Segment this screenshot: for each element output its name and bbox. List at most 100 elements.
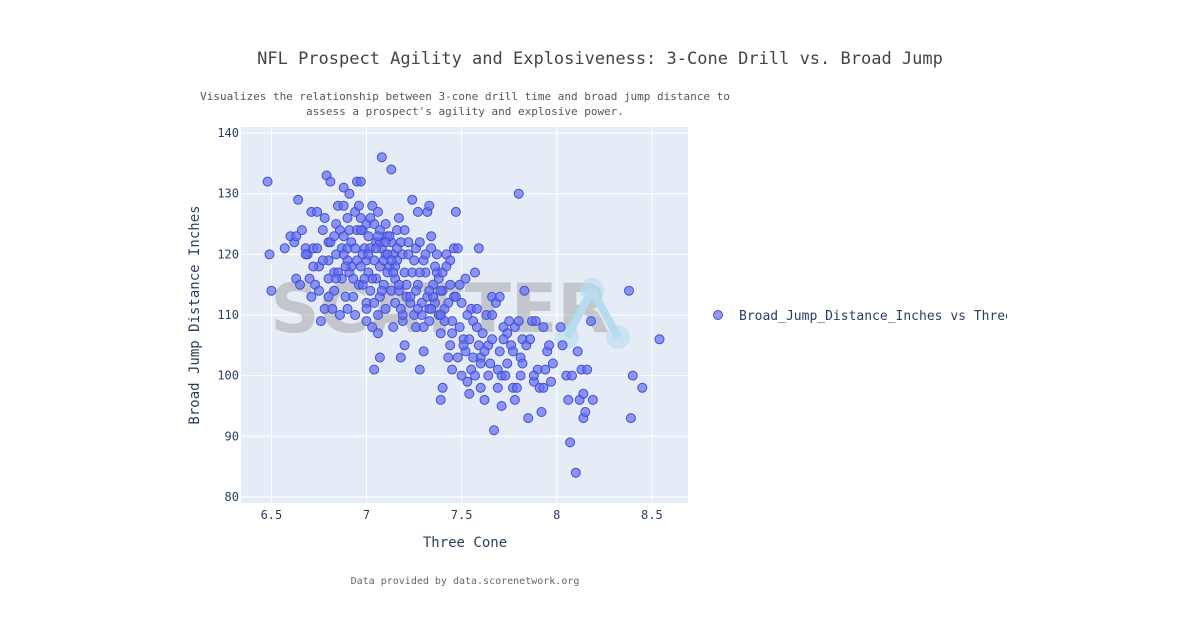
scatter-point[interactable] (323, 291, 334, 302)
scatter-point[interactable] (369, 297, 380, 308)
scatter-point[interactable] (312, 206, 323, 217)
scatter-point[interactable] (538, 322, 549, 333)
scatter-point[interactable] (435, 328, 446, 339)
scatter-point[interactable] (317, 255, 328, 266)
scatter-point[interactable] (392, 243, 402, 254)
scatter-point[interactable] (479, 346, 490, 357)
scatter-point[interactable] (412, 206, 423, 217)
scatter-point[interactable] (414, 267, 425, 278)
scatter-point[interactable] (363, 231, 374, 242)
scatter-point[interactable] (414, 237, 425, 248)
scatter-point[interactable] (460, 273, 471, 284)
scatter-point[interactable] (342, 213, 353, 223)
scatter-point[interactable] (580, 407, 591, 417)
scatter-point[interactable] (487, 310, 498, 320)
scatter-point[interactable] (361, 316, 372, 327)
scatter-point[interactable] (300, 249, 311, 260)
scatter-point[interactable] (319, 213, 330, 223)
scatter-point[interactable] (450, 291, 461, 302)
scatter-point[interactable] (447, 328, 458, 339)
scatter-point[interactable] (492, 382, 503, 393)
scatter-point[interactable] (447, 364, 458, 375)
legend[interactable]: Broad_Jump_Distance_Inches vs Three Cone (713, 309, 1053, 324)
scatter-point[interactable] (329, 285, 340, 296)
scatter-point[interactable] (431, 249, 442, 260)
scatter-point[interactable] (367, 200, 378, 211)
scatter-point[interactable] (464, 388, 475, 399)
scatter-point[interactable] (304, 273, 315, 284)
scatter-point[interactable] (443, 297, 454, 308)
scatter-point[interactable] (365, 285, 376, 296)
scatter-point[interactable] (513, 188, 524, 199)
scatter-point[interactable] (509, 394, 520, 405)
scatter-point[interactable] (371, 243, 382, 254)
scatter-point[interactable] (296, 225, 307, 236)
scatter-point[interactable] (515, 370, 526, 381)
scatter-point[interactable] (494, 346, 505, 357)
scatter-point[interactable] (348, 291, 359, 302)
scatter-point[interactable] (291, 231, 302, 242)
scatter-point[interactable] (627, 370, 638, 381)
scatter-point[interactable] (546, 376, 556, 387)
scatter-point[interactable] (315, 316, 326, 327)
scatter-point[interactable] (418, 322, 429, 333)
scatter-point[interactable] (314, 285, 324, 296)
scatter-point[interactable] (418, 346, 429, 357)
scatter-point[interactable] (373, 328, 383, 339)
scatter-point[interactable] (502, 358, 513, 369)
scatter-point[interactable] (361, 303, 372, 314)
scatter-point[interactable] (468, 352, 479, 363)
scatter-point[interactable] (373, 310, 383, 320)
scatter-point[interactable] (342, 303, 353, 314)
scatter-point[interactable] (262, 176, 273, 187)
scatter-point[interactable] (393, 213, 404, 223)
scatter-point[interactable] (390, 297, 401, 308)
scatter-point[interactable] (511, 382, 522, 393)
scatter-point[interactable] (477, 328, 488, 339)
scatter-point[interactable] (443, 352, 454, 363)
scatter-point[interactable] (359, 273, 370, 284)
scatter-point[interactable] (399, 225, 410, 236)
scatter-point[interactable] (312, 243, 323, 254)
scatter-point[interactable] (317, 225, 328, 236)
scatter-point[interactable] (350, 243, 361, 254)
scatter-point[interactable] (403, 249, 414, 260)
scatter-point[interactable] (473, 243, 484, 254)
scatter-point[interactable] (517, 358, 528, 369)
scatter-point[interactable] (498, 334, 509, 345)
scatter-point[interactable] (462, 376, 473, 387)
scatter-point[interactable] (578, 388, 589, 399)
scatter-point[interactable] (393, 279, 404, 290)
scatter-point[interactable] (625, 413, 636, 424)
scatter-point[interactable] (530, 316, 541, 327)
scatter-point[interactable] (350, 310, 361, 320)
scatter-point[interactable] (403, 237, 414, 248)
scatter-point[interactable] (452, 243, 463, 254)
scatter-point[interactable] (458, 340, 469, 351)
scatter-point[interactable] (388, 322, 399, 333)
scatter-point[interactable] (572, 346, 583, 357)
scatter-point[interactable] (565, 437, 576, 448)
scatter-point[interactable] (424, 285, 435, 296)
scatter-point[interactable] (380, 303, 391, 314)
scatter-point[interactable] (582, 364, 593, 375)
scatter-point[interactable] (412, 303, 423, 314)
scatter-point[interactable] (329, 231, 340, 242)
scatter-point[interactable] (450, 206, 461, 217)
scatter-point[interactable] (475, 382, 486, 393)
scatter-point[interactable] (528, 370, 539, 381)
scatter-point[interactable] (435, 310, 446, 320)
scatter-point[interactable] (557, 340, 568, 351)
scatter-point[interactable] (540, 364, 551, 375)
scatter-point[interactable] (411, 285, 421, 296)
scatter-point[interactable] (494, 291, 505, 302)
scatter-point[interactable] (485, 358, 496, 369)
scatter-point[interactable] (344, 188, 355, 199)
scatter-point[interactable] (374, 352, 385, 363)
scatter-point[interactable] (376, 152, 387, 163)
scatter-point[interactable] (525, 334, 536, 345)
scatter-point[interactable] (348, 273, 359, 284)
scatter-point[interactable] (426, 231, 437, 242)
scatter-point[interactable] (445, 279, 456, 290)
scatter-point[interactable] (519, 285, 530, 296)
